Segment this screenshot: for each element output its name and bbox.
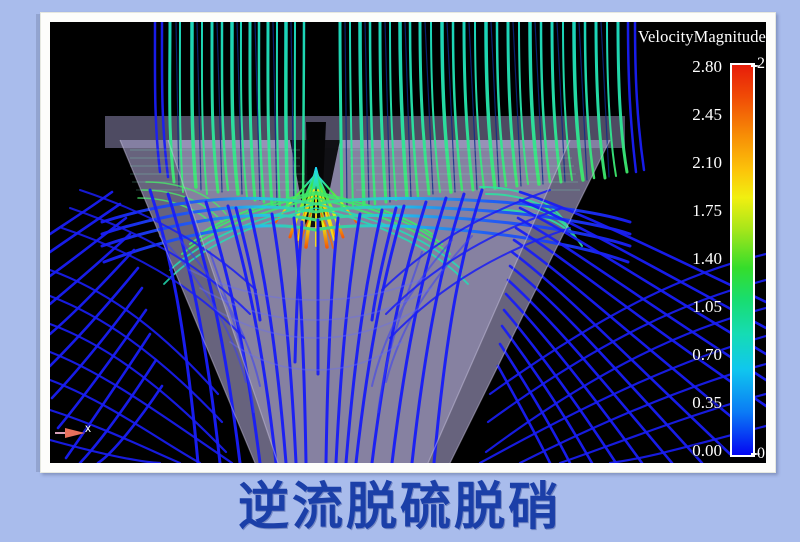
- axis-x-label: x: [85, 421, 91, 435]
- colorbar-min-tick: [751, 453, 760, 455]
- colorbar-max-tick: [751, 65, 760, 67]
- figure-caption: 逆流脱硫脱硝: [237, 478, 562, 537]
- colorbar-tick-label-3: 1.75: [692, 201, 722, 220]
- frame-drop-shadow: [36, 14, 40, 472]
- colorbar-min-label: 0.00: [757, 445, 766, 462]
- descending-gas-streamlines: [153, 22, 646, 214]
- colorbar-tick-label-6: 0.70: [692, 345, 722, 364]
- colorbar-title: VelocityMagnitude: [637, 27, 766, 46]
- reactor-cone-inner: [168, 140, 570, 463]
- cfd-render-canvas[interactable]: VelocityMagnitude 2.80 2.45 2.10 1.75 1.…: [50, 22, 766, 463]
- axis-orientation-widget[interactable]: x: [55, 421, 101, 443]
- colorbar-tick-label-1: 2.45: [692, 105, 722, 124]
- colorbar-tick-label-4: 1.40: [692, 249, 722, 268]
- colorbar-tick-label-0: 2.80: [692, 57, 722, 76]
- frame-bevel: [40, 12, 776, 473]
- wall-reflection-hatching: [130, 149, 580, 191]
- colorbar-legend[interactable]: VelocityMagnitude 2.80 2.45 2.10 1.75 1.…: [638, 27, 766, 463]
- cone-edge-outline: [119, 139, 611, 463]
- colorbar-max-label: 2.74: [757, 55, 766, 72]
- colorbar-tick-label-5: 1.05: [692, 297, 722, 316]
- colorbar-tick-label-2: 2.10: [692, 153, 722, 172]
- outward-fanning-streamlines: [50, 188, 766, 463]
- colorbar-tick-label-8: 0.00: [692, 441, 722, 460]
- colorbar-tick-label-7: 0.35: [692, 393, 722, 412]
- colorbar-gradient-bar[interactable]: [730, 63, 755, 457]
- x-axis-arrow-icon: [55, 428, 85, 438]
- streamline-plot: [50, 22, 766, 463]
